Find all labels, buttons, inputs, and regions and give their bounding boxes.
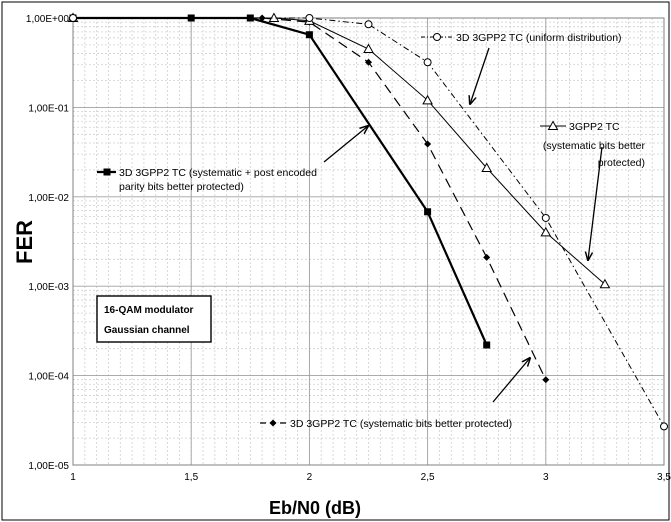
x-tick-label: 1,5: [184, 472, 198, 483]
marker-circle: [305, 14, 314, 22]
series-label-1-line-2: parity bits better protected): [119, 181, 244, 193]
y-tick-label: 1,00E-04: [28, 372, 69, 383]
marker-triangle: [547, 120, 559, 130]
marker-circle: [69, 14, 77, 22]
marker-diamond: [424, 140, 432, 148]
x-tick-label: 2,5: [421, 472, 435, 483]
arrow-3gpp2-tc: [588, 146, 603, 260]
marker-diamond: [483, 253, 491, 261]
y-axis-title: FER: [12, 220, 37, 264]
arrow-uniform-distribution: [470, 47, 490, 104]
marker-triangle: [422, 94, 433, 105]
marker-circle: [660, 422, 668, 431]
y-tick-label: 1,00E-01: [28, 103, 69, 114]
marker-square: [483, 341, 491, 349]
series-labels: 3D 3GPP2 TC (systematic + post encoded pa…: [97, 32, 645, 430]
marker-square: [305, 31, 313, 39]
annotation-box: 16-QAM modulator Gaussian channel: [96, 295, 212, 343]
series-label-3-line-1: 3GPP2 TC: [569, 121, 620, 133]
marker-circle: [433, 33, 441, 41]
x-tick-label: 3: [543, 472, 549, 483]
series-label-1-line-1: 3D 3GPP2 TC (systematic + post encoded: [119, 167, 317, 179]
series-label-4-line-1: 3D 3GPP2 TC (uniform distribution): [456, 32, 622, 44]
marker-diamond: [269, 419, 277, 427]
marker-circle: [423, 58, 432, 67]
series-label-3-line-2: (systematic bits better: [543, 140, 646, 152]
arrow-systematic-post-encoded: [323, 126, 368, 163]
y-tick-label: 1,00E-02: [28, 193, 69, 204]
marker-square: [424, 208, 432, 216]
callout-arrows: [323, 47, 603, 403]
x-tick-label: 3,5: [657, 472, 671, 483]
y-tick-label: 1,00E-03: [28, 282, 69, 293]
marker-circle: [364, 20, 373, 29]
marker-triangle: [363, 43, 374, 54]
series-label-2-line-1: 3D 3GPP2 TC (systematic bits better prot…: [290, 418, 512, 430]
x-tick-label: 2: [307, 472, 313, 483]
series-layer: [67, 12, 668, 431]
y-tick-label: 1,00E-05: [28, 461, 69, 472]
marker-diamond: [365, 58, 372, 66]
marker-triangle: [599, 278, 611, 289]
arrow-systematic-bits: [492, 358, 530, 403]
marker-circle: [541, 213, 550, 222]
marker-square: [103, 168, 111, 176]
marker-triangle: [540, 226, 552, 237]
x-axis-title: Eb/N0 (dB): [269, 498, 361, 518]
annotation-line-1: 16-QAM modulator: [104, 305, 194, 316]
plot-area: [72, 17, 665, 466]
y-tick-label: 1,00E+00: [26, 14, 70, 25]
x-tick-labels: 1 1,5 2 2,5 3 3,5: [70, 472, 671, 483]
marker-triangle: [481, 162, 493, 172]
x-tick-label: 1: [70, 472, 76, 483]
series-label-3-line-3: protected): [598, 157, 645, 169]
series-4: [69, 14, 668, 431]
marker-diamond: [542, 376, 550, 384]
annotation-line-2: Gaussian channel: [104, 325, 190, 336]
y-tick-labels: 1,00E+00 1,00E-01 1,00E-02 1,00E-03 1,00E-04…: [26, 14, 70, 472]
